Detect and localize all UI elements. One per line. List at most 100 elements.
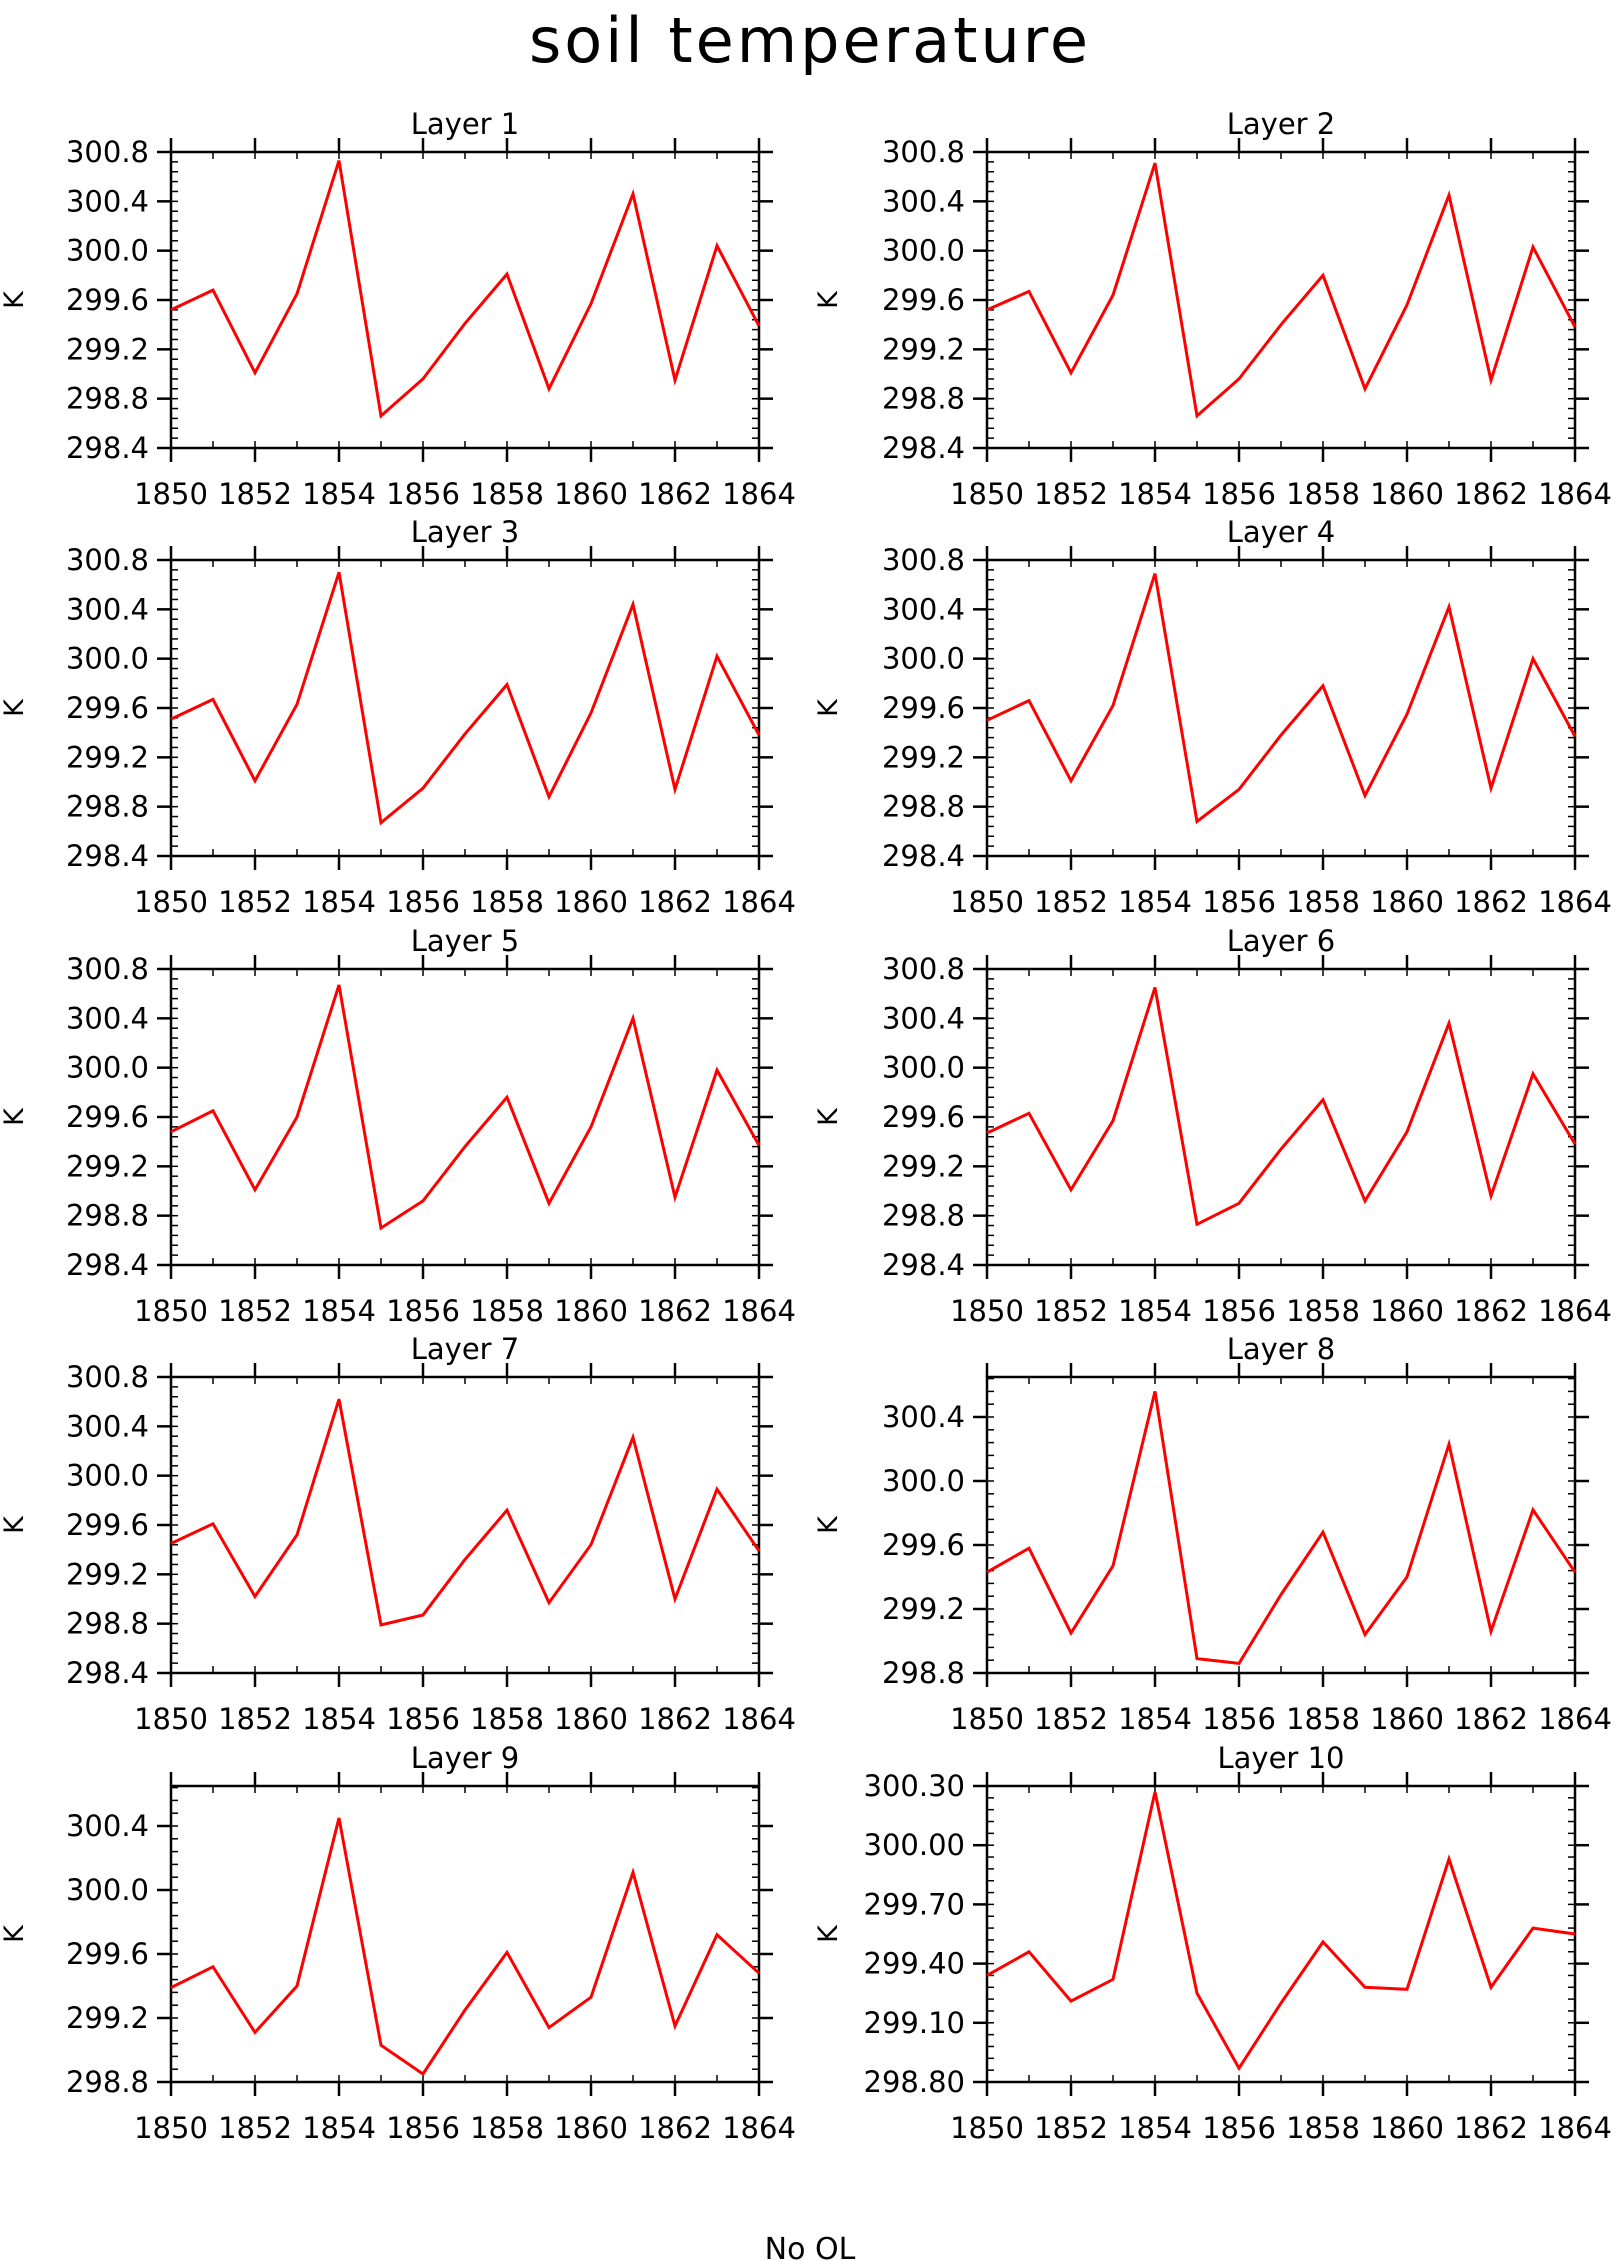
x-tick-label: 1858 <box>1286 2111 1360 2145</box>
data-point <box>985 718 989 722</box>
x-tick-label: 1864 <box>722 1702 796 1736</box>
y-tick-label: 299.2 <box>882 332 965 366</box>
data-point <box>1405 1987 1409 1991</box>
data-point <box>1447 605 1451 609</box>
data-point <box>715 654 719 658</box>
x-tick-label: 1860 <box>1370 477 1444 511</box>
y-tick-label: 299.2 <box>882 1592 965 1626</box>
y-tick-label: 298.4 <box>882 431 965 465</box>
series-line <box>170 984 761 1231</box>
data-point <box>1531 245 1535 249</box>
x-tick-label: 1854 <box>1118 1294 1192 1328</box>
x-tick-label: 1864 <box>1538 1702 1612 1736</box>
plot-frame <box>985 150 1577 450</box>
chart-panel: Layer 8 298.8 299.2 299.6 300.0 300.4 1850 1852… <box>813 1332 1612 1736</box>
data-point <box>1153 161 1157 165</box>
x-tick-label: 1856 <box>1202 477 1276 511</box>
x-tick-label: 1850 <box>134 1294 208 1328</box>
data-point <box>1573 325 1577 329</box>
data-point <box>757 1549 761 1553</box>
data-point <box>379 821 383 825</box>
x-tick-label: 1852 <box>218 477 292 511</box>
data-point <box>1195 1657 1199 1661</box>
x-tick-label: 1862 <box>1454 1702 1528 1736</box>
data-point <box>211 1109 215 1113</box>
x-tick-label: 1858 <box>470 2111 544 2145</box>
y-tick-label: 300.4 <box>882 592 965 626</box>
data-point <box>505 683 509 687</box>
data-point <box>253 1595 257 1599</box>
data-point <box>1447 1442 1451 1446</box>
y-tick-label: 300.0 <box>66 1459 149 1493</box>
data-point <box>1531 1072 1535 1076</box>
x-tick-label: 1852 <box>218 1294 292 1328</box>
x-tick-label: 1850 <box>950 477 1024 511</box>
y-tick-label: 299.2 <box>882 1149 965 1183</box>
data-point <box>1489 1629 1493 1633</box>
y-tick-label: 299.6 <box>66 1508 149 1542</box>
x-tick-label: 1850 <box>134 477 208 511</box>
data-point <box>715 1933 719 1937</box>
plot-frame <box>169 1375 761 1675</box>
y-tick-label: 300.4 <box>882 184 965 218</box>
data-point <box>1405 712 1409 716</box>
x-tick-label: 1860 <box>554 885 628 919</box>
x-tick-label: 1856 <box>1202 885 1276 919</box>
data-point <box>1405 303 1409 307</box>
data-point <box>463 1558 467 1562</box>
data-point <box>253 2030 257 2034</box>
series-line <box>170 1817 761 2077</box>
x-tick-label: 1852 <box>218 1702 292 1736</box>
x-tick-label: 1860 <box>1370 2111 1444 2145</box>
data-point <box>463 732 467 736</box>
data-point <box>673 378 677 382</box>
data-point <box>1321 684 1325 688</box>
y-tick-label: 300.0 <box>66 1051 149 1085</box>
y-tick-label: 298.4 <box>66 1248 149 1282</box>
data-point <box>1111 1564 1115 1568</box>
data-point <box>421 1199 425 1203</box>
data-point <box>211 1522 215 1526</box>
x-tick-label: 1854 <box>302 1294 376 1328</box>
data-point <box>1363 794 1367 798</box>
y-tick-label: 300.8 <box>882 543 965 577</box>
y-tick-label: 298.4 <box>66 431 149 465</box>
x-tick-label: 1856 <box>386 885 460 919</box>
data-point <box>631 1016 635 1020</box>
x-tick-label: 1858 <box>470 1702 544 1736</box>
y-tick-label: 300.4 <box>66 1809 149 1843</box>
series-line <box>986 1791 1576 2072</box>
data-point <box>757 1143 761 1147</box>
x-tick-label: 1850 <box>134 1702 208 1736</box>
data-point <box>715 1487 719 1491</box>
data-point <box>1363 387 1367 391</box>
data-point <box>1363 1985 1367 1989</box>
x-tick-label: 1856 <box>386 2111 460 2145</box>
x-tick-label: 1854 <box>1118 477 1192 511</box>
data-point <box>547 1601 551 1605</box>
series-line <box>986 162 1577 419</box>
data-point <box>1279 1147 1283 1151</box>
data-point <box>547 387 551 391</box>
data-point <box>757 1971 761 1975</box>
data-point <box>1531 657 1535 661</box>
x-tick-label: 1860 <box>554 477 628 511</box>
chart-title: Layer 9 <box>411 1741 520 1775</box>
data-point <box>1447 193 1451 197</box>
x-tick-label: 1850 <box>950 885 1024 919</box>
x-tick-label: 1856 <box>1202 1702 1276 1736</box>
x-tick-label: 1852 <box>1034 885 1108 919</box>
y-tick-label: 300.4 <box>66 592 149 626</box>
data-point <box>985 1973 989 1977</box>
y-tick-label: 299.2 <box>882 740 965 774</box>
data-point <box>985 308 989 312</box>
plot-frame <box>169 967 761 1267</box>
data-point <box>253 779 257 783</box>
plot-frame <box>985 1784 1577 2084</box>
y-tick-label: 299.2 <box>66 740 149 774</box>
data-point <box>1321 273 1325 277</box>
y-tick-label: 298.8 <box>882 790 965 824</box>
y-axis-label: K <box>813 1515 844 1534</box>
data-point <box>337 159 341 163</box>
plot-frame <box>985 558 1577 858</box>
